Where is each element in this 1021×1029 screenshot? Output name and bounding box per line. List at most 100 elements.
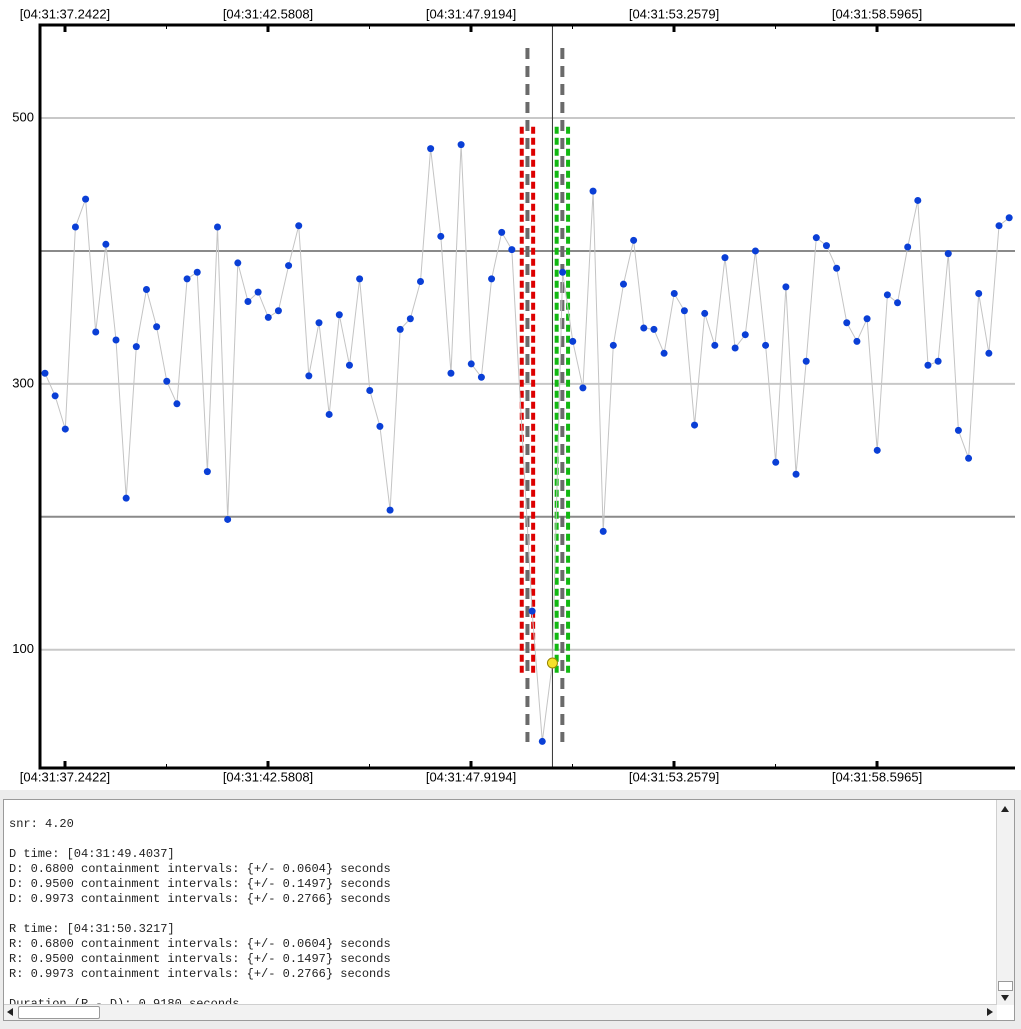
data-point — [650, 325, 658, 333]
data-point — [914, 196, 922, 204]
data-point — [670, 289, 678, 297]
scroll-left[interactable] — [7, 1008, 13, 1016]
x-tick-label-bottom: [04:31:53.2579] — [629, 769, 719, 784]
data-point — [1005, 214, 1013, 222]
data-point — [274, 307, 282, 315]
data-point — [416, 278, 424, 286]
data-point — [498, 228, 506, 236]
data-point — [193, 268, 201, 276]
x-tick-label-top: [04:31:47.9194] — [426, 6, 516, 21]
data-point — [711, 341, 719, 349]
data-point — [325, 410, 333, 418]
data-point — [214, 223, 222, 231]
scroll-thumb[interactable] — [998, 981, 1013, 991]
x-tick-label-bottom: [04:31:37.2422] — [20, 769, 110, 784]
data-point — [112, 336, 120, 344]
data-point — [477, 373, 485, 381]
scroll-thumb[interactable] — [18, 1006, 100, 1019]
data-point — [244, 297, 252, 305]
y-tick-label: 300 — [12, 375, 34, 390]
data-point — [61, 425, 69, 433]
text-group: R time: [04:31:50.3217] R: 0.6800 contain… — [9, 922, 994, 982]
text-line: R time: [04:31:50.3217] — [9, 922, 175, 936]
text-group: snr: 4.20 — [9, 817, 994, 832]
text-line: D: 0.9500 containment intervals: {+/- 0.… — [9, 877, 391, 891]
data-point — [640, 324, 648, 332]
data-point — [995, 222, 1003, 230]
x-tick-label-top: [04:31:58.5965] — [832, 6, 922, 21]
data-point — [680, 307, 688, 315]
plot-frame — [38, 23, 1015, 770]
scroll-up[interactable] — [1001, 806, 1009, 812]
data-point — [447, 369, 455, 377]
data-point — [264, 313, 272, 321]
scroll-right[interactable] — [987, 1008, 993, 1016]
data-point — [772, 458, 780, 466]
data-point — [406, 315, 414, 323]
data-point — [102, 240, 110, 248]
data-point — [295, 222, 303, 230]
vertical-scrollbar[interactable] — [996, 800, 1014, 1005]
text-line: snr: 4.20 — [9, 817, 74, 831]
data-point — [345, 361, 353, 369]
text-line: Duration (R - D): 0.9180 seconds — [9, 997, 240, 1004]
data-point — [467, 360, 475, 368]
data-point — [843, 319, 851, 327]
data-point — [163, 377, 171, 385]
data-point — [305, 372, 313, 380]
data-point — [802, 357, 810, 365]
output-panel[interactable]: snr: 4.20 D time: [04:31:49.4037] D: 0.680… — [3, 799, 1015, 1021]
chart-background — [0, 0, 1021, 790]
data-point — [863, 315, 871, 323]
horizontal-scrollbar[interactable] — [4, 1004, 997, 1020]
data-point — [437, 232, 445, 240]
data-point — [386, 506, 394, 514]
data-point — [142, 286, 150, 294]
data-point — [630, 236, 638, 244]
data-point — [122, 494, 130, 502]
data-point — [41, 369, 49, 377]
data-point — [782, 283, 790, 291]
text-group: Duration (R - D): 0.9180 seconds — [9, 997, 994, 1004]
text-line: D time: [04:31:49.4037] — [9, 847, 175, 861]
data-point — [853, 337, 861, 345]
data-point — [619, 280, 627, 288]
data-point — [396, 325, 404, 333]
data-point — [934, 357, 942, 365]
data-point — [924, 361, 932, 369]
data-point — [488, 275, 496, 283]
data-point — [538, 737, 546, 745]
data-point — [762, 341, 770, 349]
data-point — [335, 311, 343, 319]
data-point — [701, 309, 709, 317]
data-point — [721, 254, 729, 262]
data-point — [173, 400, 181, 408]
data-point — [82, 195, 90, 203]
output-text: snr: 4.20 D time: [04:31:49.4037] D: 0.680… — [9, 817, 994, 1004]
data-point — [579, 384, 587, 392]
data-point — [731, 344, 739, 352]
data-point — [559, 268, 567, 276]
data-point — [234, 259, 242, 267]
data-point — [132, 343, 140, 351]
data-point — [894, 299, 902, 307]
data-point — [356, 275, 364, 283]
y-tick-label: 500 — [12, 109, 34, 124]
text-line: D: 0.6800 containment intervals: {+/- 0.… — [9, 862, 391, 876]
data-point — [904, 243, 912, 251]
data-point — [183, 275, 191, 283]
data-point — [528, 607, 536, 615]
data-point — [691, 421, 699, 429]
x-tick-label-bottom: [04:31:58.5965] — [832, 769, 922, 784]
data-point — [975, 289, 983, 297]
data-point — [660, 349, 668, 357]
data-point — [315, 319, 323, 327]
scroll-down[interactable] — [1001, 995, 1009, 1001]
data-point — [153, 323, 161, 331]
data-point — [741, 331, 749, 339]
data-point — [589, 187, 597, 195]
text-line: R: 0.6800 containment intervals: {+/- 0.… — [9, 937, 391, 951]
data-point — [508, 246, 516, 254]
data-point — [883, 291, 891, 299]
